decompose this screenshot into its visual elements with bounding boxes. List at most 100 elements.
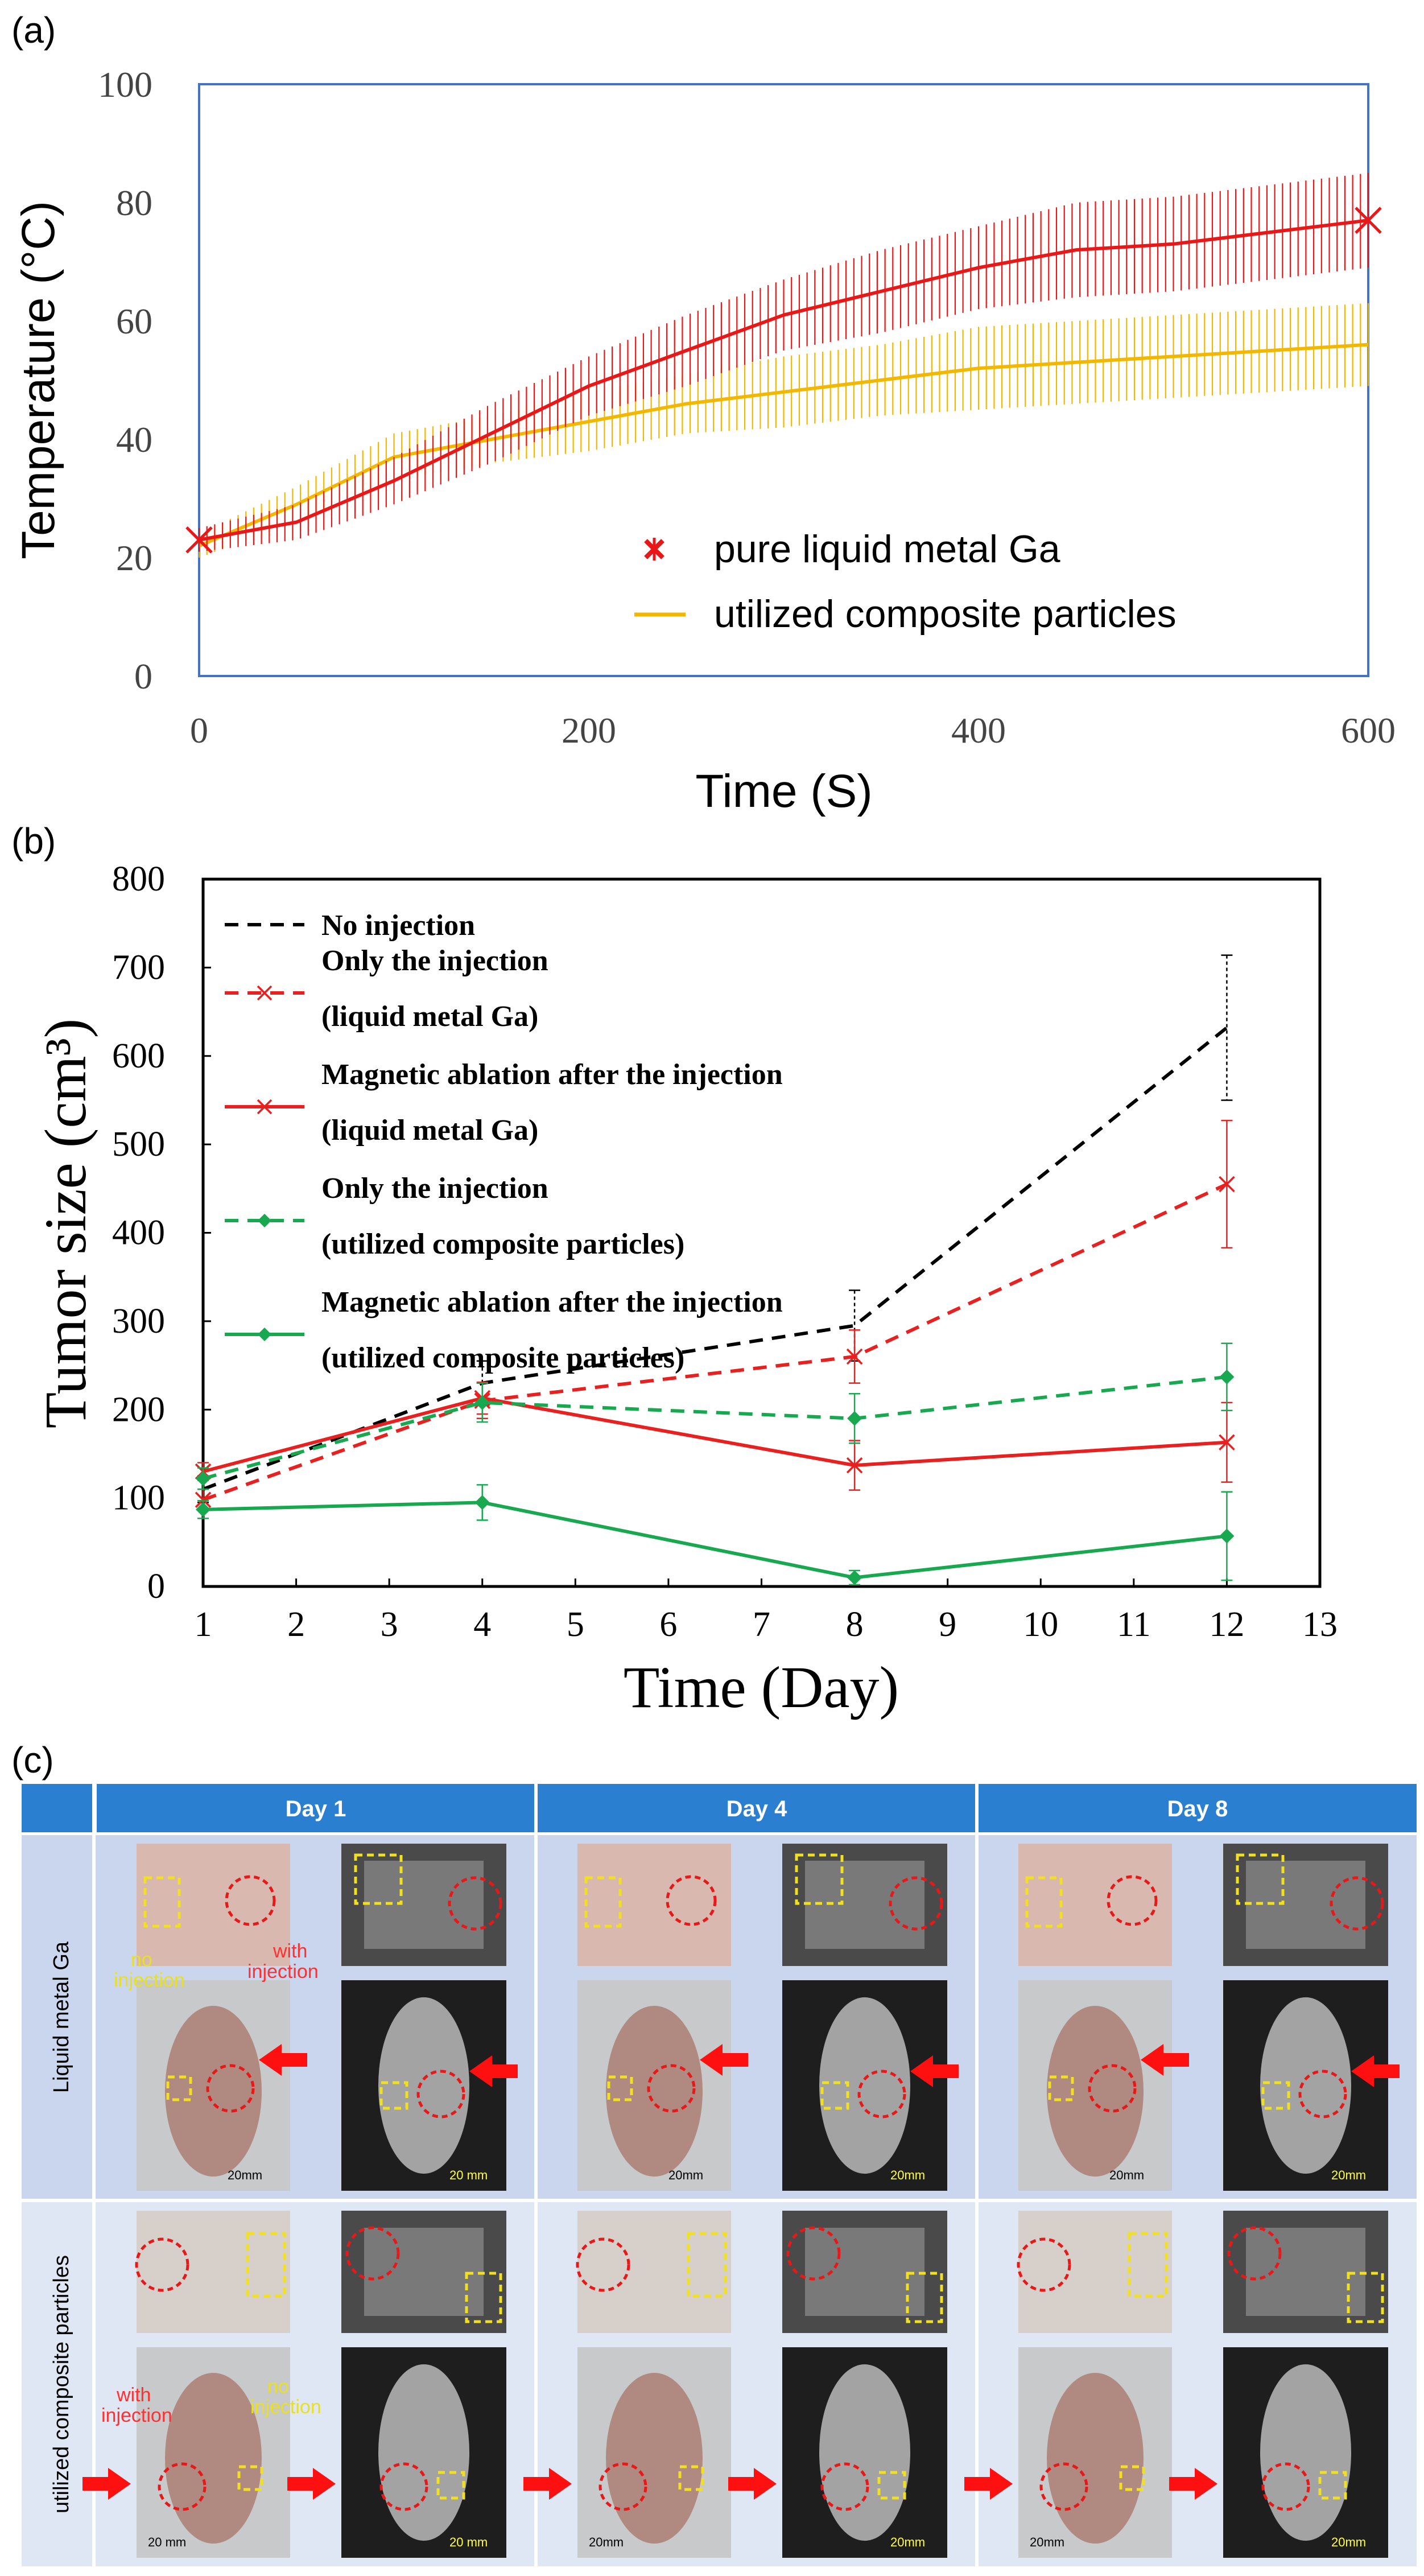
arrow-icon	[1141, 2044, 1189, 2076]
point-b-3-3	[1219, 1369, 1235, 1384]
y-tick-a-3: 60	[116, 301, 152, 341]
x-tick-b-1: 2	[287, 1605, 305, 1644]
y-tick-b-7: 700	[112, 948, 165, 987]
panel-c-label: (c)	[11, 1740, 54, 1780]
arrow-icon	[1351, 2055, 1400, 2087]
series-a-0	[185, 173, 1382, 554]
tumor-circle	[1088, 2064, 1137, 2113]
arrow-icon	[728, 2468, 777, 2500]
y-tick-b-1: 100	[112, 1479, 165, 1518]
y-tick-labels-b: 0 100 200 300 400 500 600 700 800	[112, 860, 211, 1606]
control-box	[607, 2075, 633, 2101]
control-box	[795, 1853, 844, 1905]
legend-b-label-4: Magnetic ablation after the injection	[321, 1286, 783, 1318]
series-b	[195, 954, 1235, 1586]
legend-b-sublabel-3: (utilized composite particles)	[321, 1228, 684, 1260]
legend-b-sublabel-2: (liquid metal Ga)	[321, 1114, 538, 1147]
x-tick-a-3: 600	[1341, 710, 1396, 751]
tumor-circle	[647, 2064, 696, 2113]
legend-b-marker-1	[257, 985, 273, 1001]
tumor-circle	[1107, 1875, 1158, 1926]
scale-bar-label: 20 mm	[148, 2535, 186, 2549]
arrow-icon	[1169, 2468, 1217, 2500]
legend-b-sublabel-4: (utilized composite particles)	[321, 1342, 684, 1374]
tumor-circle	[448, 1876, 502, 1931]
legend-b-marker-3	[258, 1214, 271, 1227]
legend-b-label-2: Magnetic ablation after the injection	[321, 1058, 783, 1091]
legend-b-label-1: Only the injection	[321, 945, 548, 977]
photo-cell-r1-c0: 20 mm 20 mm	[82, 2211, 506, 2558]
x-tick-b-12: 13	[1302, 1605, 1338, 1644]
tumor-circle	[1017, 2237, 1071, 2292]
control-box	[1025, 1876, 1063, 1928]
series-a	[185, 173, 1382, 558]
y-tick-b-4: 400	[112, 1214, 165, 1252]
tumor-circle	[820, 2462, 869, 2511]
arrow-icon	[700, 2044, 748, 2076]
y-tick-b-0: 0	[147, 1567, 165, 1606]
tumor-circle	[1261, 2462, 1310, 2511]
header-day1	[97, 1784, 535, 1832]
x-tick-b-7: 8	[846, 1605, 864, 1644]
series-b-1	[195, 1119, 1235, 1511]
marker-a-0-0	[185, 526, 213, 554]
y-tick-a-2: 40	[116, 419, 152, 460]
x-tick-b-10: 11	[1117, 1605, 1151, 1644]
control-box	[1261, 2081, 1290, 2110]
tumor-circle	[225, 1875, 276, 1926]
y-axis-label-a: Temperature (°C)	[13, 201, 64, 559]
temperature-chart: 0 20 40 60 80 100 0 200 400 600 Temperature (°C)…	[13, 64, 1396, 817]
y-tick-b-2: 200	[112, 1390, 165, 1429]
control-box	[678, 2465, 704, 2491]
y-tick-b-5: 500	[112, 1125, 165, 1164]
x-tick-b-6: 7	[753, 1605, 770, 1644]
legend-a-label-1: utilized composite particles	[714, 592, 1177, 636]
point-b-3-2	[847, 1411, 862, 1426]
x-tick-b-11: 12	[1209, 1605, 1244, 1644]
arrow-icon	[82, 2468, 131, 2500]
y-tick-a-4: 80	[116, 183, 152, 223]
scale-bar-label: 20mm	[668, 2168, 703, 2182]
y-tick-a-5: 100	[98, 64, 152, 105]
scale-bar-label: 20mm	[1331, 2535, 1366, 2549]
control-box	[246, 2232, 286, 2298]
point-b-4-1	[474, 1495, 490, 1510]
control-box	[1128, 2232, 1168, 2298]
tumor-circle	[576, 2237, 630, 2292]
x-tick-b-8: 9	[939, 1605, 956, 1644]
photo-cell-r0-c0: 20mm 20 mm	[137, 1844, 518, 2191]
series-b-3	[196, 1342, 1235, 1490]
x-tick-b-2: 3	[381, 1605, 398, 1644]
tumor-circle	[786, 2226, 841, 2281]
series-line-a-0	[199, 219, 1369, 542]
point-b-3-0	[196, 1471, 210, 1486]
scale-bar-label: 20mm	[890, 2535, 925, 2549]
control-box	[820, 2081, 849, 2110]
scale-bar-label: 20 mm	[449, 2535, 488, 2549]
no-injection-label-composite: no injection	[250, 2376, 321, 2418]
control-box	[1236, 1853, 1285, 1905]
tumor-circle	[666, 1875, 717, 1926]
x-tick-b-9: 10	[1023, 1605, 1058, 1644]
tumor-circle	[206, 2064, 255, 2113]
row-header-ga: Liquid metal Ga	[49, 1941, 73, 2093]
column-header-day8: Day 8	[1167, 1796, 1228, 1821]
photo-cell-r1-c2: 20mm 20mm	[964, 2211, 1388, 2558]
closeup-photo	[1018, 1844, 1172, 1966]
tumor-circle	[1227, 2226, 1282, 2281]
plot-area-b	[201, 877, 1322, 1588]
tumor-circle	[1330, 1876, 1384, 1931]
scale-bar-label: 20mm	[228, 2168, 262, 2182]
photo-grid: Day 1 Day 4 Day 8 Liquid metal Ga utiliz…	[22, 1784, 1417, 2566]
x-tick-a-2: 400	[951, 710, 1006, 751]
tumor-circle	[1039, 2462, 1088, 2511]
control-box	[237, 2465, 263, 2491]
errbar-b-0-3	[1221, 954, 1233, 1101]
point-b-1-3	[1219, 1176, 1235, 1193]
x-tick-a-0: 0	[190, 710, 208, 751]
header-day4	[538, 1784, 976, 1832]
legend-a: pure liquid metal Ga utilized composite …	[634, 527, 1177, 636]
panel-a-label: (a)	[11, 10, 56, 51]
